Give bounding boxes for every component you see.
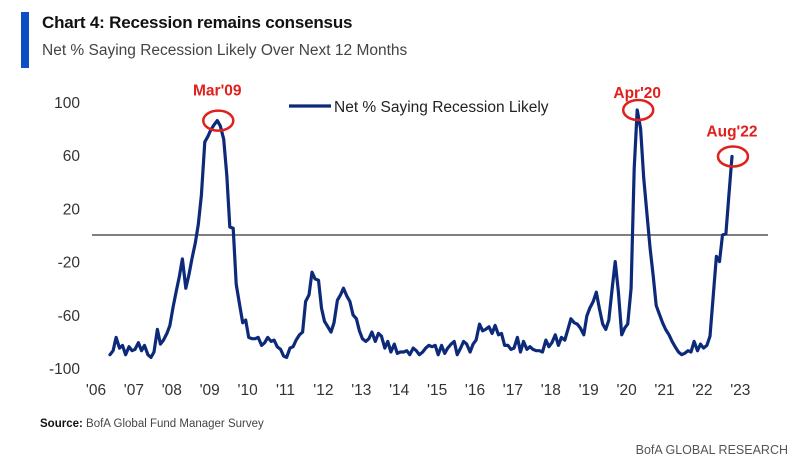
annotation-circle (716, 145, 750, 168)
chart-title: Chart 4: Recession remains consensus (42, 13, 353, 32)
x-tick-label: '20 (616, 382, 637, 399)
x-tick-label: '19 (579, 382, 599, 399)
accent-bar (21, 12, 29, 68)
x-tick-label: '16 (465, 382, 485, 399)
x-tick-label: '17 (503, 382, 523, 399)
x-axis: '06 '07 '08 '09 '10 '11 '12 '13 '14 '15 '16 '17 '18 '… (86, 382, 751, 399)
y-tick-label: 60 (63, 148, 81, 165)
y-tick-label: 100 (54, 95, 80, 112)
x-tick-label: '06 (86, 382, 106, 399)
x-tick-label: '07 (124, 382, 144, 399)
y-axis: 100 60 20 -20 -60 -100 (49, 95, 80, 378)
x-tick-label: '10 (237, 382, 258, 399)
legend-label: Net % Saying Recession Likely (334, 99, 549, 116)
y-tick-label: 20 (63, 201, 81, 218)
annotations: Mar'09 Apr'20 Aug'22 (193, 83, 757, 168)
x-tick-label: '12 (313, 382, 333, 399)
y-tick-label: -60 (58, 308, 81, 325)
annotation-label: Mar'09 (193, 83, 242, 100)
x-tick-label: '11 (276, 382, 295, 399)
y-tick-label: -20 (58, 255, 81, 272)
x-tick-label: '13 (351, 382, 371, 399)
x-tick-label: '14 (389, 382, 410, 399)
x-tick-label: '18 (541, 382, 561, 399)
annotation-circle (621, 98, 655, 122)
x-tick-label: '21 (654, 382, 674, 399)
brand-footer: BofA GLOBAL RESEARCH (635, 443, 788, 457)
chart-subtitle: Net % Saying Recession Likely Over Next … (42, 42, 408, 59)
x-tick-label: '09 (200, 382, 220, 399)
y-tick-label: -100 (49, 361, 80, 378)
annotation-label: Apr'20 (613, 85, 661, 102)
source-note: Source: BofA Global Fund Manager Survey (40, 418, 264, 430)
series-line-net-recession-likely (108, 108, 734, 359)
source-label: Source: (40, 418, 83, 430)
legend: Net % Saying Recession Likely (289, 99, 549, 116)
x-tick-label: '23 (730, 382, 750, 399)
x-tick-label: '08 (162, 382, 182, 399)
x-tick-label: '22 (692, 382, 712, 399)
annotation-circle (202, 109, 235, 132)
annotation-label: Aug'22 (706, 124, 757, 141)
source-text: BofA Global Fund Manager Survey (86, 418, 264, 430)
x-tick-label: '15 (427, 382, 447, 399)
